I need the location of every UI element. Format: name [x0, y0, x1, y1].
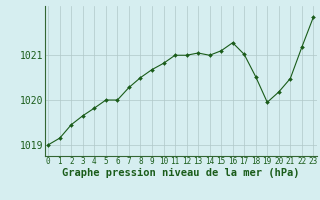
X-axis label: Graphe pression niveau de la mer (hPa): Graphe pression niveau de la mer (hPa) — [62, 168, 300, 178]
